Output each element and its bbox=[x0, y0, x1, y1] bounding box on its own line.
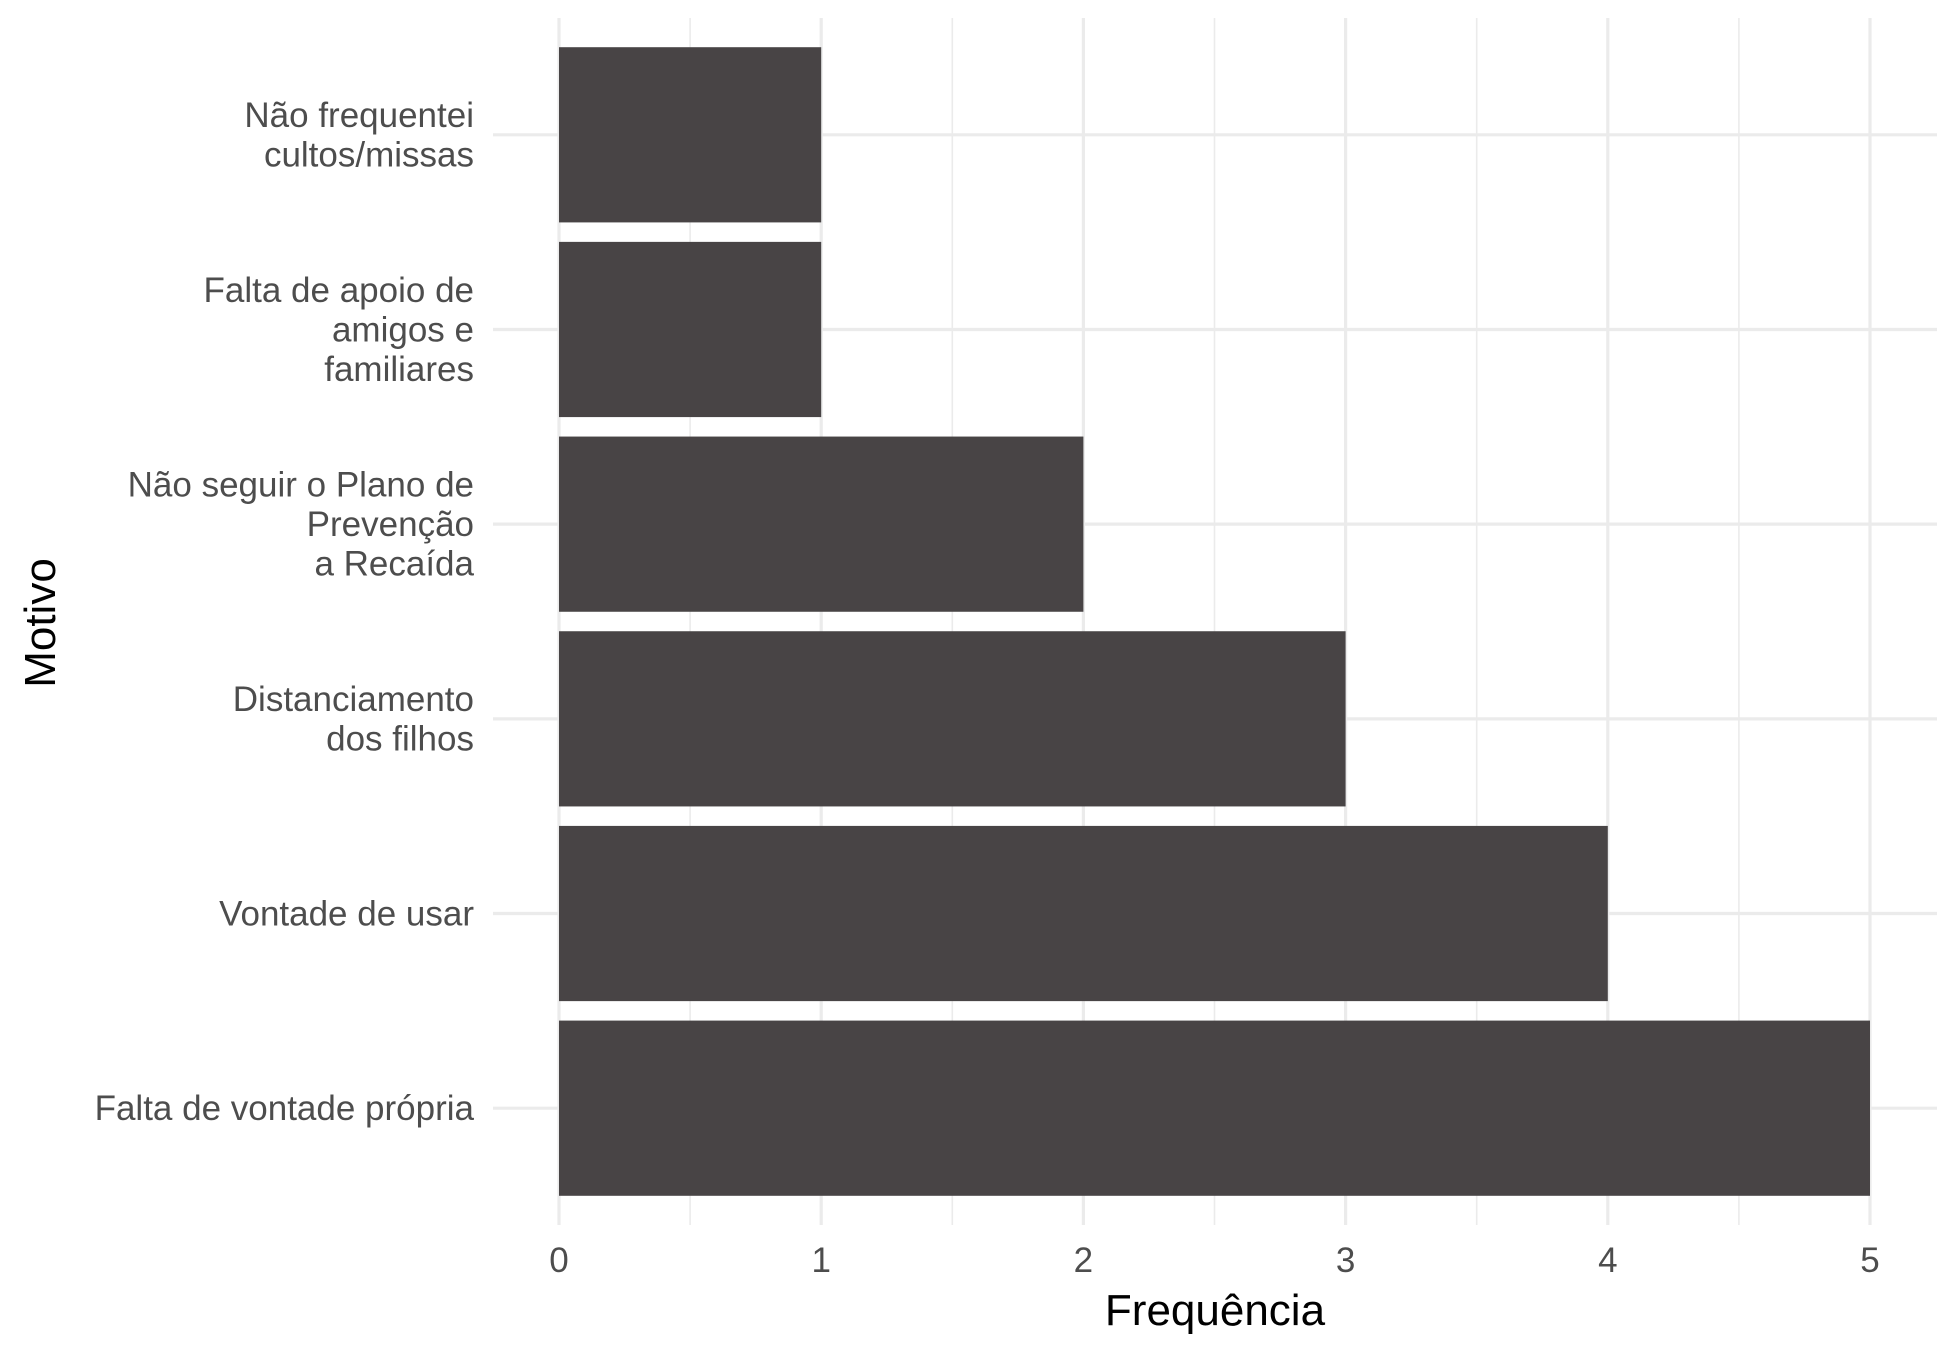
y-tick-label-line: dos filhos bbox=[326, 720, 474, 759]
y-tick-label: Não frequentei cultos/missas bbox=[244, 96, 474, 175]
x-tick-label: 2 bbox=[1074, 1241, 1093, 1280]
bar bbox=[559, 47, 822, 223]
y-tick-label-line: Não frequentei bbox=[244, 96, 474, 135]
bars bbox=[559, 47, 1870, 1196]
bar bbox=[559, 631, 1346, 807]
bar bbox=[559, 1020, 1870, 1196]
bar bbox=[559, 241, 822, 418]
y-tick-label-line: Falta de apoio de bbox=[204, 271, 474, 310]
x-tick-label: 4 bbox=[1598, 1241, 1617, 1280]
y-tick-label: Falta de apoio de amigos e familiares bbox=[204, 271, 474, 389]
y-tick-label-line: Vontade de usar bbox=[219, 895, 474, 934]
bar bbox=[559, 436, 1084, 612]
x-tick-label: 0 bbox=[549, 1241, 568, 1280]
y-tick-label: Falta de vontade própria bbox=[95, 1089, 475, 1128]
y-tick-label-line: familiares bbox=[324, 350, 474, 389]
y-tick-label-line: Falta de vontade própria bbox=[95, 1089, 475, 1128]
y-tick-label-line: amigos e bbox=[332, 310, 474, 349]
y-axis-ticks: Não frequentei cultos/missas Falta de apoi… bbox=[95, 96, 475, 1128]
bar bbox=[559, 825, 1608, 1002]
y-tick-label-line: a Recaída bbox=[314, 545, 474, 584]
y-tick-label-line: cultos/missas bbox=[264, 136, 474, 175]
x-axis-title: Frequência bbox=[1105, 1286, 1326, 1335]
y-tick-label-line: Prevenção bbox=[307, 505, 474, 544]
x-tick-label: 5 bbox=[1860, 1241, 1879, 1280]
y-tick-label-line: Distanciamento bbox=[233, 680, 474, 719]
y-tick-label: Não seguir o Plano de Prevenção a Recaída bbox=[128, 466, 475, 584]
y-tick-label: Vontade de usar bbox=[219, 895, 474, 934]
x-tick-label: 1 bbox=[811, 1241, 830, 1280]
y-axis-title: Motivo bbox=[16, 558, 65, 688]
x-tick-label: 3 bbox=[1336, 1241, 1355, 1280]
x-axis-ticks: 0 1 2 3 4 5 bbox=[549, 1241, 1879, 1280]
y-tick-label-line: Não seguir o Plano de bbox=[128, 466, 474, 505]
y-tick-label: Distanciamento dos filhos bbox=[233, 680, 474, 759]
